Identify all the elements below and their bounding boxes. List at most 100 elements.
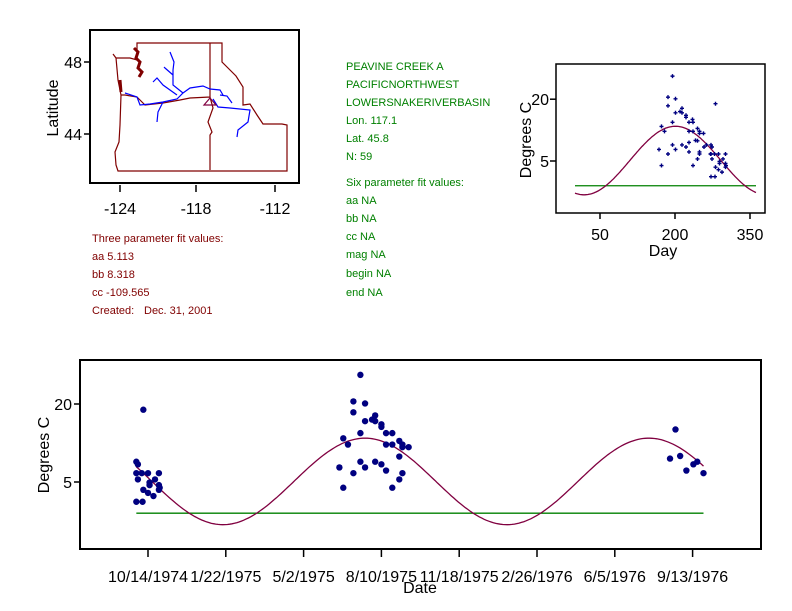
data-point xyxy=(666,95,670,100)
lat-tick-label: 48 xyxy=(64,55,82,72)
data-point xyxy=(697,131,702,136)
data-point xyxy=(399,469,406,477)
timeseries-plot-frame xyxy=(79,359,762,550)
x-tick-label: 1/22/1975 xyxy=(190,569,261,586)
data-point xyxy=(382,429,390,437)
fit-curve xyxy=(135,437,704,526)
data-point xyxy=(133,469,140,477)
created-date: Dec. 31, 2001 xyxy=(144,305,213,317)
data-point xyxy=(146,479,153,486)
data-point xyxy=(673,147,678,152)
data-point xyxy=(138,469,145,477)
data-point xyxy=(389,429,396,437)
seasonal-y-axis-title: Degrees C xyxy=(518,102,535,178)
three-param-title: Three parameter fit values: xyxy=(92,233,223,245)
data-point xyxy=(361,417,369,425)
data-point xyxy=(676,452,684,460)
data-point xyxy=(693,138,698,143)
data-point xyxy=(723,151,728,156)
map-frame xyxy=(89,29,300,184)
data-point xyxy=(151,476,159,483)
data-point xyxy=(155,469,163,477)
y-tick-label: 20 xyxy=(54,397,72,414)
six-param-aa: aa NA xyxy=(346,195,377,207)
data-point xyxy=(672,426,679,433)
data-point xyxy=(150,492,157,500)
data-point xyxy=(710,144,714,149)
data-point xyxy=(716,167,721,172)
lon-tick-label: -112 xyxy=(260,201,291,218)
data-point xyxy=(670,74,675,79)
data-point xyxy=(666,151,670,156)
state-borders xyxy=(112,42,288,172)
data-point xyxy=(680,110,684,115)
y-tick-label: 5 xyxy=(63,475,72,492)
data-point xyxy=(680,142,684,147)
rivers xyxy=(124,51,251,138)
timeseries-x-axis-title: Date xyxy=(403,580,437,597)
six-param-title: Six parameter fit values: xyxy=(346,177,464,189)
data-point xyxy=(687,120,691,125)
data-point xyxy=(378,461,385,468)
six-param-bb: bb NA xyxy=(346,213,377,225)
data-point xyxy=(700,469,707,477)
data-point xyxy=(336,464,343,471)
data-point xyxy=(673,110,678,115)
x-tick-label: 8/10/1975 xyxy=(346,569,417,586)
data-point xyxy=(371,458,379,465)
data-point xyxy=(702,144,706,149)
data-point xyxy=(690,117,695,122)
data-point xyxy=(673,96,678,101)
data-point xyxy=(712,151,717,156)
data-point xyxy=(713,174,717,179)
six-param-mag: mag NA xyxy=(346,249,386,261)
data-point xyxy=(350,469,357,477)
x-tick-label: 6/5/1976 xyxy=(584,569,646,586)
data-point xyxy=(144,489,152,497)
data-point xyxy=(701,131,706,136)
data-point xyxy=(670,120,675,125)
map-axis-ticks xyxy=(84,61,276,192)
site-info: PEAVINE CREEK A PACIFICNORTHWEST LOWERSN… xyxy=(346,61,490,299)
data-point xyxy=(657,147,661,152)
data-point xyxy=(396,476,403,483)
data-point xyxy=(357,429,364,437)
puget-sound xyxy=(118,46,144,93)
data-point xyxy=(140,406,147,413)
data-point xyxy=(695,156,700,161)
x-tick-label: 11/18/1975 xyxy=(420,569,499,586)
site-map: -124 -118 -112 48 44 Latitude xyxy=(45,29,300,218)
param-aa: aa 5.113 xyxy=(92,251,134,263)
seasonal-x-axis-title: Day xyxy=(649,243,677,260)
lon-tick-label: -124 xyxy=(104,201,136,218)
data-point xyxy=(140,486,147,493)
data-point xyxy=(155,486,163,493)
created-label: Created: xyxy=(92,305,134,317)
data-point xyxy=(721,156,725,161)
x-tick-label: 50 xyxy=(591,227,609,244)
x-tick-label: 350 xyxy=(737,227,764,244)
data-point xyxy=(716,151,721,156)
data-point xyxy=(691,163,695,168)
data-point xyxy=(666,103,670,108)
data-point xyxy=(717,159,722,164)
x-tick-label: 9/13/1976 xyxy=(657,569,728,586)
site-lon: Lon. 117.1 xyxy=(346,115,397,127)
data-point xyxy=(695,126,700,131)
data-point xyxy=(680,106,684,111)
site-basin: LOWERSNAKERIVERBASIN xyxy=(346,97,490,109)
data-point xyxy=(709,174,713,179)
data-point xyxy=(694,458,701,465)
site-n: N: 59 xyxy=(346,151,372,163)
timeseries-y-axis-title: Degrees C xyxy=(36,417,53,493)
data-point xyxy=(340,435,347,442)
data-point xyxy=(713,101,718,106)
data-point xyxy=(134,476,142,483)
data-point xyxy=(378,423,385,431)
data-point xyxy=(683,467,690,474)
timeseries-chart: Date Degrees C 10/14/1974 1/22/1975 5/2/19… xyxy=(36,359,762,597)
site-region: PACIFICNORTHWEST xyxy=(346,79,460,91)
data-point xyxy=(687,149,691,154)
data-point xyxy=(371,417,379,425)
data-point xyxy=(340,484,347,491)
